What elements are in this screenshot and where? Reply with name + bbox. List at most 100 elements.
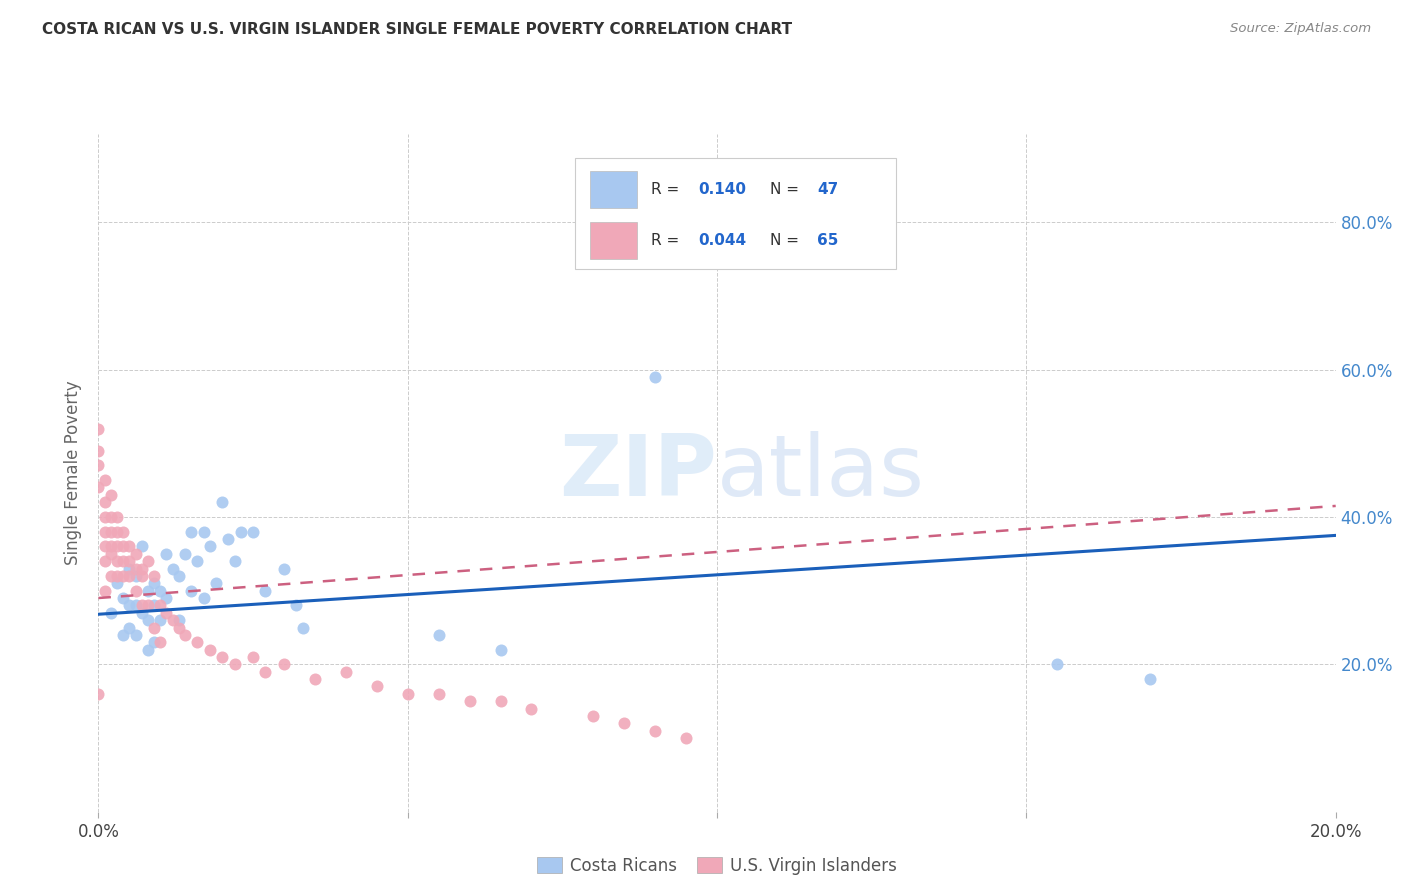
Point	[174, 628, 197, 642]
Point	[242, 524, 264, 539]
Point	[149, 583, 172, 598]
Point	[149, 613, 172, 627]
Point	[93, 554, 115, 568]
Point	[100, 488, 122, 502]
Point	[254, 583, 277, 598]
Point	[149, 599, 172, 613]
Point	[675, 731, 697, 745]
Point	[304, 672, 326, 686]
Text: 0.140: 0.140	[699, 182, 747, 197]
Point	[167, 620, 190, 634]
Point	[162, 561, 184, 575]
Point	[143, 576, 166, 591]
Point	[167, 613, 190, 627]
Point	[112, 554, 135, 568]
Point	[396, 687, 419, 701]
Point	[100, 524, 122, 539]
Point	[131, 561, 153, 575]
Y-axis label: Single Female Poverty: Single Female Poverty	[65, 381, 83, 565]
Point	[118, 554, 141, 568]
Point	[162, 613, 184, 627]
Text: N =: N =	[770, 182, 804, 197]
Point	[180, 583, 202, 598]
Point	[131, 569, 153, 583]
Point	[118, 599, 141, 613]
Point	[87, 458, 110, 473]
Point	[124, 599, 146, 613]
Point	[105, 540, 128, 554]
Point	[335, 665, 357, 679]
Text: 65: 65	[817, 233, 838, 248]
Point	[582, 709, 605, 723]
Point	[112, 591, 135, 605]
Text: R =: R =	[651, 182, 685, 197]
Point	[118, 561, 141, 575]
Point	[112, 569, 135, 583]
Point	[193, 591, 215, 605]
Point	[155, 591, 177, 605]
Point	[155, 606, 177, 620]
Point	[87, 481, 110, 495]
Point	[242, 650, 264, 665]
Point	[105, 524, 128, 539]
Point	[100, 606, 122, 620]
Text: 47: 47	[817, 182, 838, 197]
Point	[136, 554, 159, 568]
Point	[105, 569, 128, 583]
Point	[136, 642, 159, 657]
Point	[93, 524, 115, 539]
Point	[427, 687, 450, 701]
Point	[131, 606, 153, 620]
Point	[131, 540, 153, 554]
Point	[291, 620, 314, 634]
Point	[143, 635, 166, 649]
Point	[149, 635, 172, 649]
Point	[458, 694, 481, 708]
Point	[143, 620, 166, 634]
Point	[105, 576, 128, 591]
Point	[131, 599, 153, 613]
Point	[143, 569, 166, 583]
Point	[211, 495, 233, 509]
Point	[198, 642, 221, 657]
Point	[124, 561, 146, 575]
Point	[100, 510, 122, 524]
Point	[167, 569, 190, 583]
Point	[124, 547, 146, 561]
Point	[124, 569, 146, 583]
Point	[489, 694, 512, 708]
Point	[124, 583, 146, 598]
Point	[112, 540, 135, 554]
Text: ZIP: ZIP	[560, 431, 717, 515]
Point	[118, 540, 141, 554]
Point	[100, 547, 122, 561]
Point	[205, 576, 228, 591]
Text: COSTA RICAN VS U.S. VIRGIN ISLANDER SINGLE FEMALE POVERTY CORRELATION CHART: COSTA RICAN VS U.S. VIRGIN ISLANDER SING…	[42, 22, 793, 37]
Point	[143, 599, 166, 613]
Point	[93, 495, 115, 509]
Point	[93, 510, 115, 524]
Point	[136, 613, 159, 627]
Point	[644, 723, 666, 738]
Point	[87, 687, 110, 701]
Point	[285, 599, 308, 613]
Point	[273, 561, 295, 575]
Point	[105, 510, 128, 524]
Point	[520, 701, 543, 715]
Point	[229, 524, 252, 539]
Point	[1139, 672, 1161, 686]
Point	[118, 620, 141, 634]
Point	[224, 657, 246, 672]
Point	[193, 524, 215, 539]
Point	[155, 547, 177, 561]
Point	[273, 657, 295, 672]
Point	[211, 650, 233, 665]
Point	[93, 473, 115, 487]
Point	[186, 635, 208, 649]
Text: N =: N =	[770, 233, 804, 248]
Point	[100, 540, 122, 554]
Text: Source: ZipAtlas.com: Source: ZipAtlas.com	[1230, 22, 1371, 36]
Point	[174, 547, 197, 561]
Text: R =: R =	[651, 233, 685, 248]
Bar	[589, 171, 637, 209]
